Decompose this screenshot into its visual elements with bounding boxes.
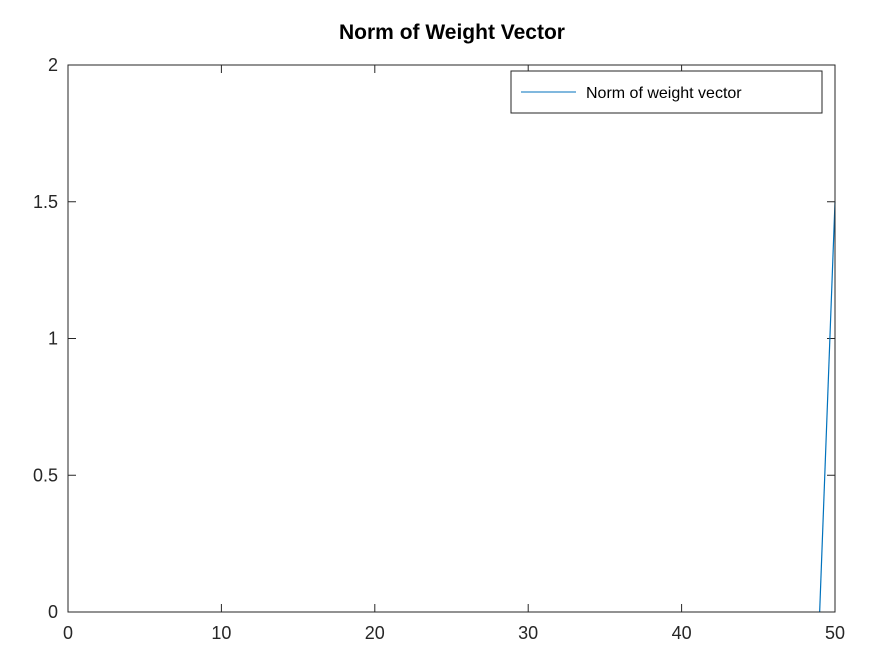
y-tick-label: 1 [48, 329, 58, 349]
y-tick-label: 0.5 [33, 465, 58, 485]
y-axis-ticks: 0 0.5 1 1.5 2 [33, 55, 835, 622]
x-tick-label: 0 [63, 623, 73, 643]
x-axis-ticks: 0 10 20 30 40 50 [63, 65, 845, 643]
chart-title: Norm of Weight Vector [339, 21, 565, 44]
y-tick-label: 0 [48, 602, 58, 622]
x-tick-label: 20 [365, 623, 385, 643]
y-tick-label: 2 [48, 55, 58, 75]
legend-label: Norm of weight vector [586, 85, 742, 102]
x-tick-label: 30 [518, 623, 538, 643]
plot-area-frame [67, 64, 836, 613]
legend: Norm of weight vector [510, 70, 823, 114]
x-tick-label: 10 [211, 623, 231, 643]
y-tick-label: 1.5 [33, 192, 58, 212]
series-layer [819, 201, 836, 613]
x-tick-label: 40 [672, 623, 692, 643]
x-tick-label: 50 [825, 623, 845, 643]
series-line [819, 201, 836, 613]
